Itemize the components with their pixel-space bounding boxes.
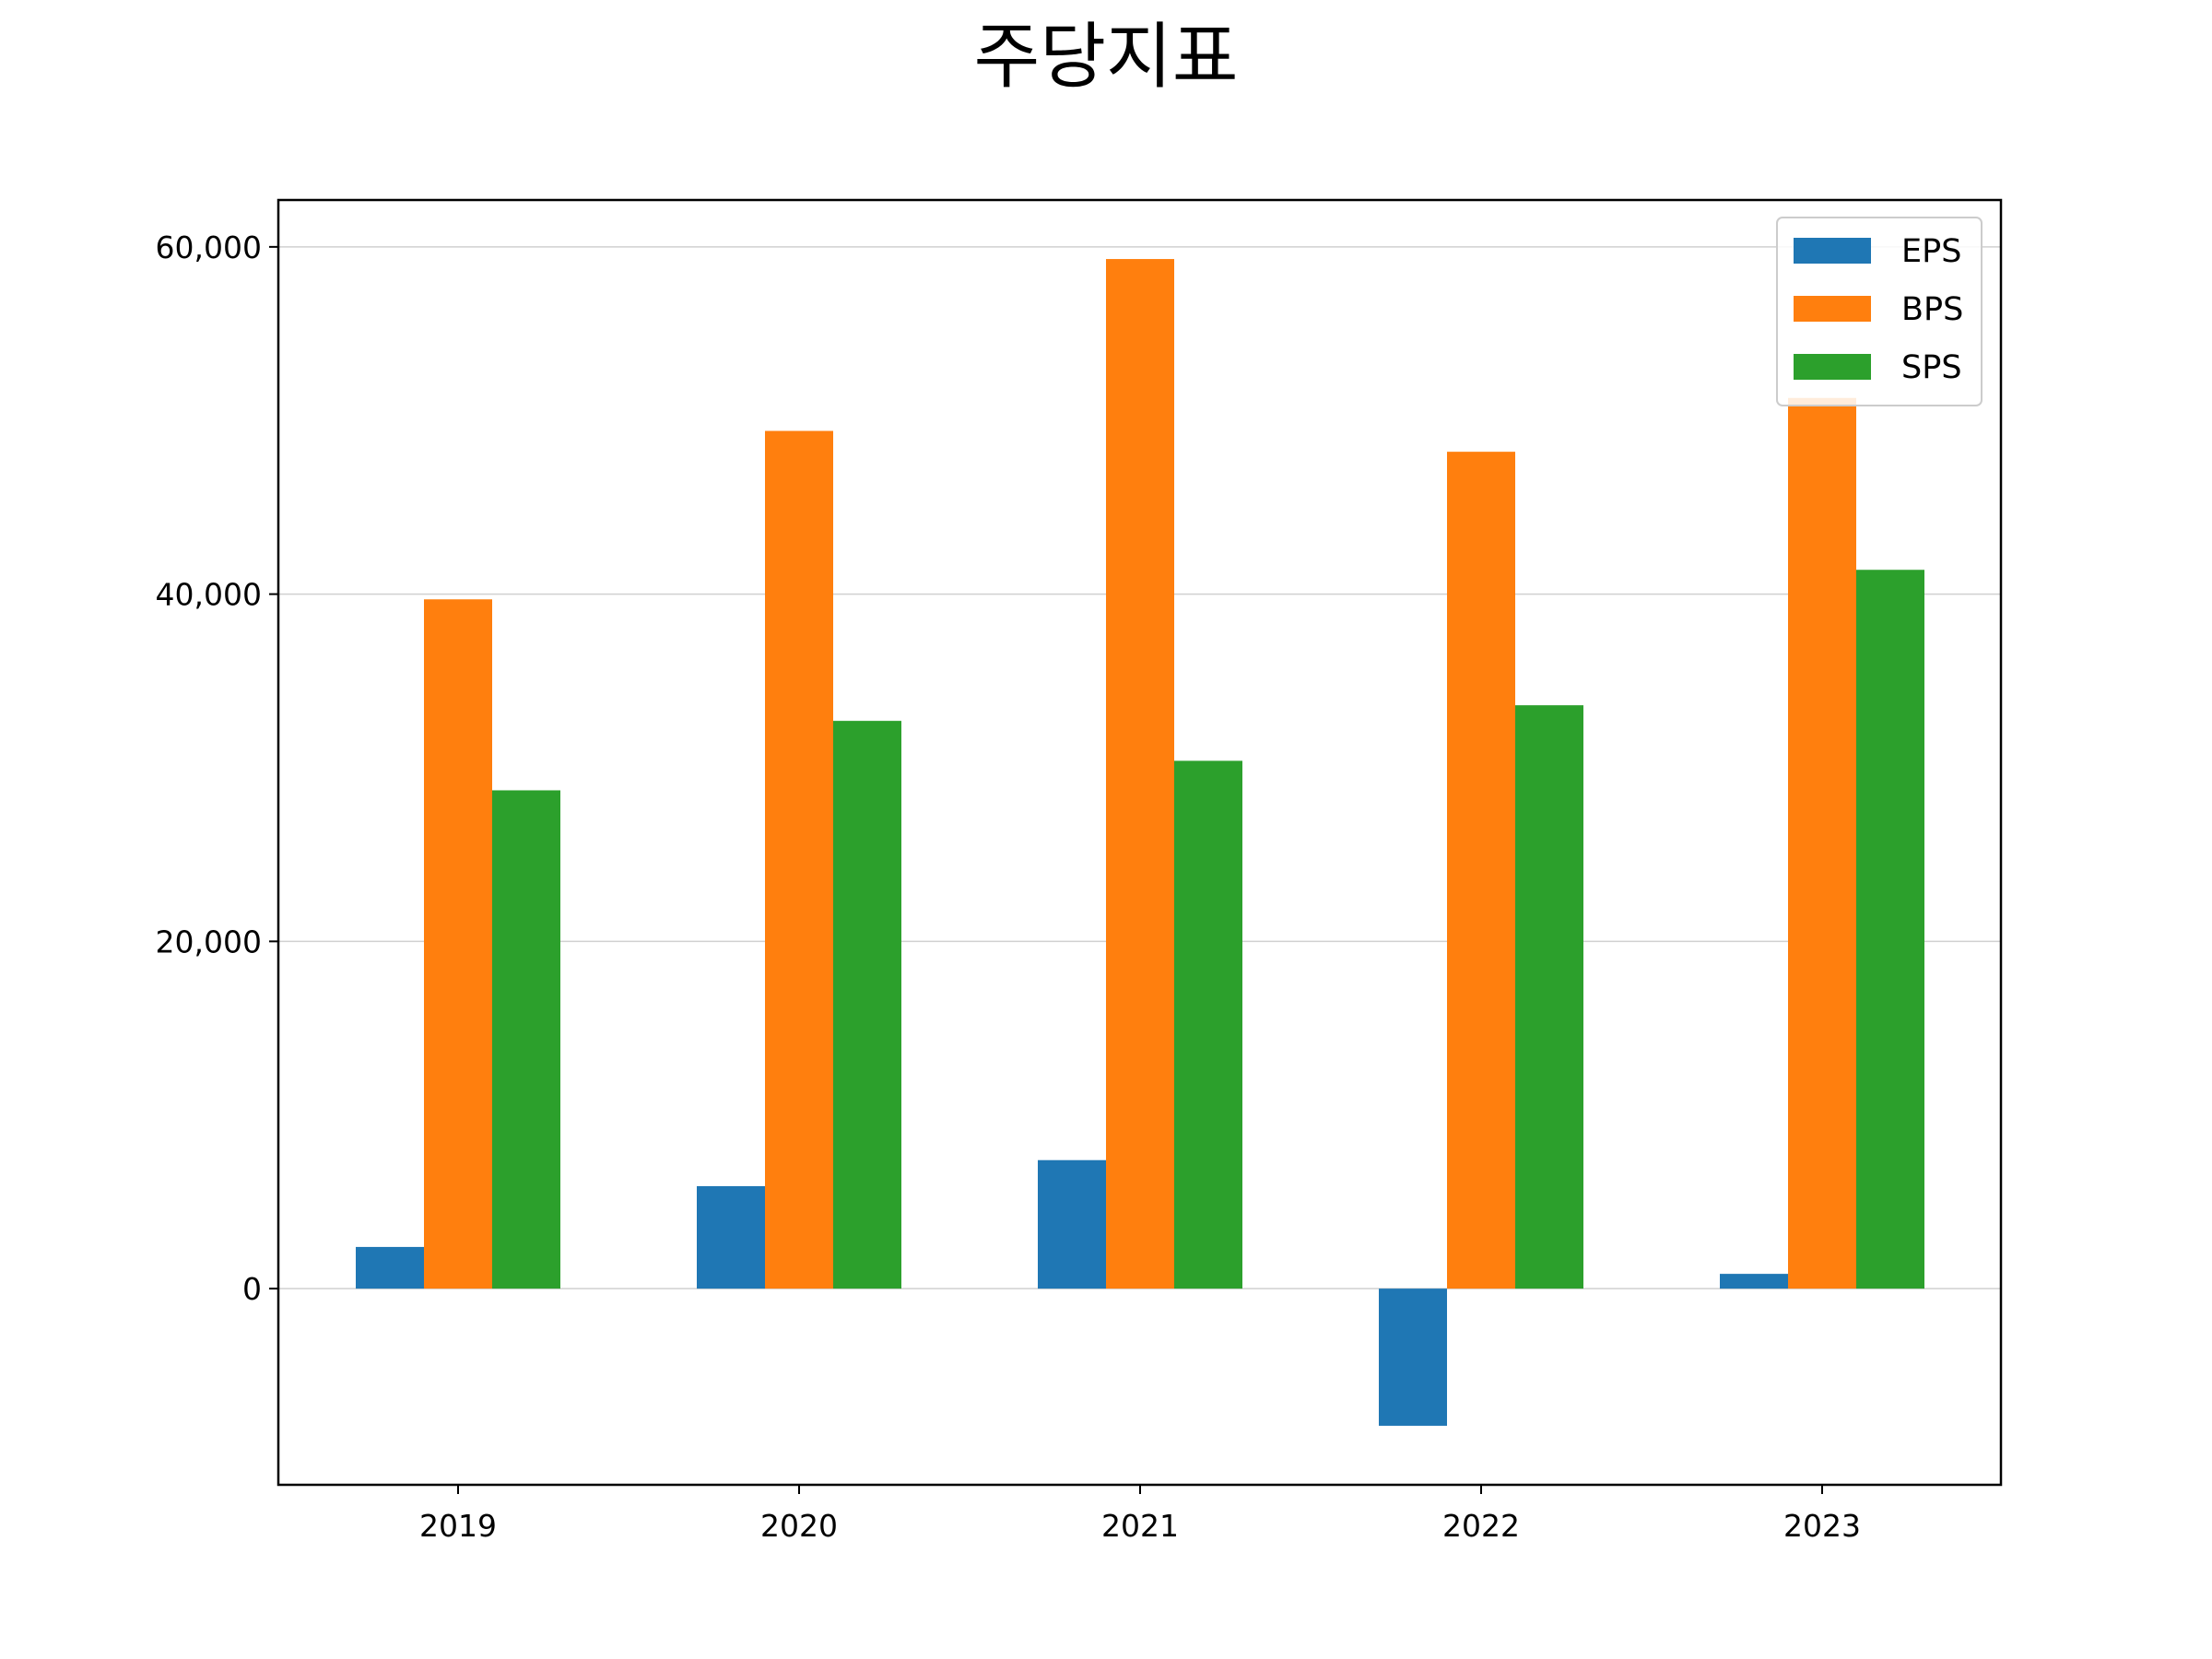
y-tick-label: 40,000 xyxy=(156,577,262,613)
bar-eps-2023 xyxy=(1720,1274,1788,1289)
bar-sps-2021 xyxy=(1174,760,1242,1289)
legend-label-sps: SPS xyxy=(1901,349,1962,386)
x-tick-label: 2021 xyxy=(1101,1508,1179,1544)
legend-swatch-bps xyxy=(1794,296,1871,322)
bar-bps-2020 xyxy=(765,430,833,1289)
bar-bps-2021 xyxy=(1106,259,1174,1289)
x-tick-label: 2020 xyxy=(760,1508,838,1544)
x-tick-label: 2023 xyxy=(1783,1508,1861,1544)
bar-sps-2019 xyxy=(492,790,560,1289)
x-tick-label: 2022 xyxy=(1442,1508,1520,1544)
bar-bps-2019 xyxy=(424,599,492,1289)
legend-label-bps: BPS xyxy=(1901,291,1963,328)
y-tick-label: 20,000 xyxy=(156,924,262,959)
bar-sps-2020 xyxy=(833,721,901,1289)
bars xyxy=(356,259,1924,1426)
y-tick-label: 0 xyxy=(242,1271,262,1307)
legend: EPS BPS SPS xyxy=(1776,217,1983,406)
x-axis: 2019 2020 2021 2022 2023 xyxy=(419,1485,1861,1544)
legend-label-eps: EPS xyxy=(1901,233,1961,270)
bar-bps-2023 xyxy=(1788,397,1856,1289)
y-tick-label: 60,000 xyxy=(156,229,262,265)
bar-eps-2019 xyxy=(356,1246,424,1289)
y-axis: 0 20,000 40,000 60,000 xyxy=(156,229,278,1307)
x-tick-label: 2019 xyxy=(419,1508,497,1544)
bar-sps-2022 xyxy=(1515,705,1583,1289)
legend-swatch-sps xyxy=(1794,354,1871,380)
bar-bps-2022 xyxy=(1447,452,1515,1289)
legend-swatch-eps xyxy=(1794,238,1871,264)
chart-title: 주당지표 xyxy=(973,16,1238,99)
bar-eps-2021 xyxy=(1038,1159,1106,1289)
bar-eps-2020 xyxy=(697,1185,765,1289)
bar-eps-2022 xyxy=(1379,1288,1447,1426)
bar-sps-2023 xyxy=(1856,570,1924,1289)
